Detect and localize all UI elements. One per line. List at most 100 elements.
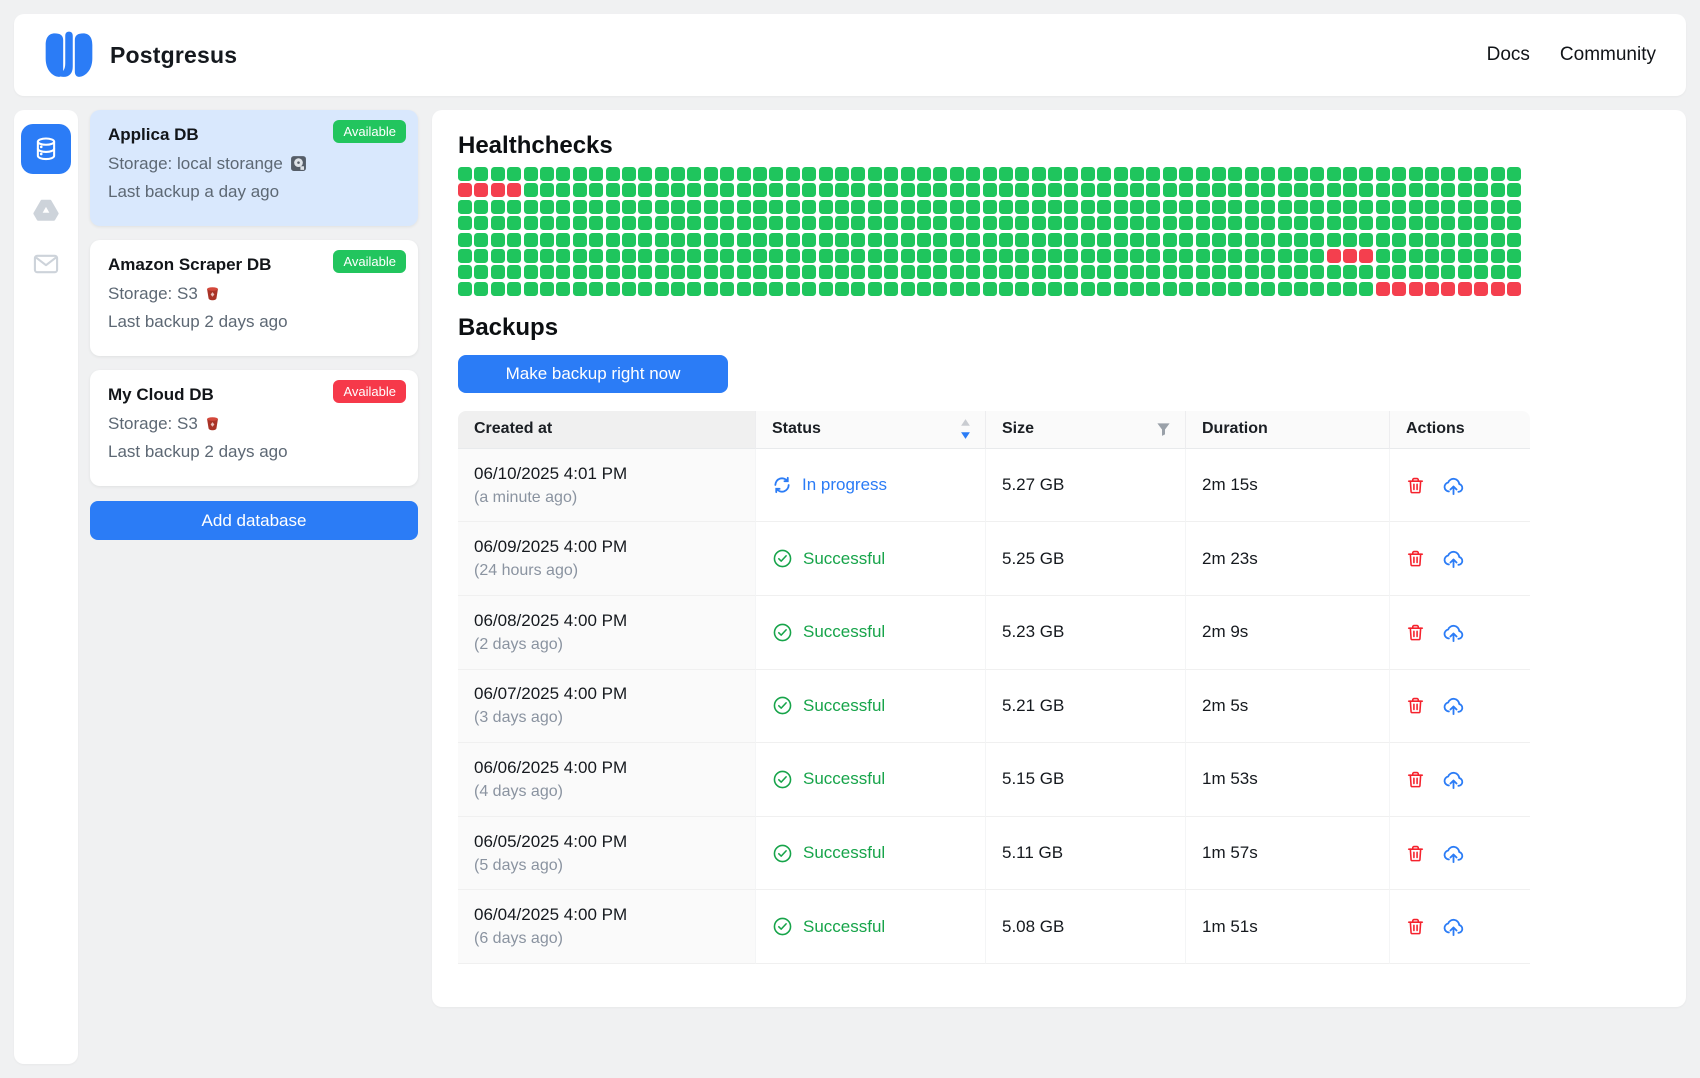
healthcheck-cell-ok bbox=[1375, 183, 1390, 198]
make-backup-button[interactable]: Make backup right now bbox=[458, 354, 728, 393]
add-database-button[interactable]: Add database bbox=[90, 501, 418, 540]
healthcheck-cell-ok bbox=[1244, 199, 1259, 214]
healthcheck-cell-ok bbox=[1113, 199, 1128, 214]
database-card[interactable]: My Cloud DB Available Storage: S3 Last b… bbox=[90, 370, 418, 486]
s3-icon bbox=[205, 415, 220, 432]
healthcheck-cell-ok bbox=[589, 265, 604, 280]
healthcheck-cell-ok bbox=[703, 248, 718, 263]
healthcheck-cell-ok bbox=[769, 216, 784, 231]
healthcheck-cell-ok bbox=[589, 183, 604, 198]
healthcheck-cell-fail bbox=[1490, 281, 1505, 296]
healthcheck-cell-ok bbox=[1310, 216, 1325, 231]
healthcheck-cell-ok bbox=[539, 183, 554, 198]
nav-docs[interactable]: Docs bbox=[1486, 44, 1530, 65]
healthcheck-cell-ok bbox=[1507, 248, 1521, 263]
delete-backup-button[interactable] bbox=[1406, 622, 1425, 643]
healthcheck-cell-ok bbox=[539, 248, 554, 263]
rail-notifications-button[interactable] bbox=[32, 250, 60, 278]
healthcheck-cell-ok bbox=[834, 167, 849, 181]
healthcheck-cell-ok bbox=[1048, 167, 1063, 181]
cell-size: 5.11 GB bbox=[986, 816, 1186, 891]
healthcheck-cell-ok bbox=[867, 232, 882, 247]
upload-backup-button[interactable] bbox=[1442, 842, 1465, 865]
healthcheck-cell-ok bbox=[1162, 281, 1177, 296]
healthcheck-cell-ok bbox=[736, 167, 751, 181]
upload-backup-button[interactable] bbox=[1442, 547, 1465, 570]
healthcheck-cell-fail bbox=[1425, 281, 1440, 296]
healthcheck-cell-ok bbox=[703, 167, 718, 181]
healthcheck-cell-ok bbox=[1441, 265, 1456, 280]
healthcheck-cell-ok bbox=[1293, 216, 1308, 231]
rail-databases-button[interactable] bbox=[21, 124, 71, 174]
healthcheck-cell-ok bbox=[1425, 167, 1440, 181]
healthcheck-cell-ok bbox=[1474, 199, 1489, 214]
delete-backup-button[interactable] bbox=[1406, 843, 1425, 864]
healthcheck-cell-ok bbox=[703, 183, 718, 198]
upload-backup-button[interactable] bbox=[1442, 915, 1465, 938]
upload-backup-button[interactable] bbox=[1442, 621, 1465, 644]
cell-status: Successful bbox=[756, 669, 986, 744]
healthcheck-cell-ok bbox=[490, 216, 505, 231]
healthcheck-cell-ok bbox=[884, 183, 899, 198]
upload-backup-button[interactable] bbox=[1442, 474, 1465, 497]
healthcheck-cell-ok bbox=[458, 248, 472, 263]
delete-backup-button[interactable] bbox=[1406, 548, 1425, 569]
healthcheck-cell-ok bbox=[556, 216, 571, 231]
healthcheck-cell-ok bbox=[900, 232, 915, 247]
cell-created-at: 06/04/2025 4:00 PM (6 days ago) bbox=[458, 890, 756, 964]
healthcheck-cell-ok bbox=[736, 183, 751, 198]
healthcheck-cell-ok bbox=[1179, 199, 1194, 214]
topbar: Postgresus Docs Community bbox=[14, 14, 1686, 96]
healthcheck-cell-ok bbox=[1064, 232, 1079, 247]
cell-created-at: 06/09/2025 4:00 PM (24 hours ago) bbox=[458, 522, 756, 596]
delete-backup-button[interactable] bbox=[1406, 769, 1425, 790]
healthcheck-cell-ok bbox=[1064, 248, 1079, 263]
column-header-size: Size bbox=[986, 410, 1186, 449]
upload-backup-button[interactable] bbox=[1442, 768, 1465, 791]
healthcheck-cell-ok bbox=[589, 281, 604, 296]
sort-carets-icon[interactable] bbox=[960, 418, 971, 440]
database-card[interactable]: Applica DB Available Storage: local stor… bbox=[90, 110, 418, 226]
healthcheck-cell-ok bbox=[1474, 167, 1489, 181]
healthcheck-cell-ok bbox=[539, 216, 554, 231]
healthcheck-cell-ok bbox=[687, 216, 702, 231]
healthcheck-cell-fail bbox=[507, 183, 522, 198]
cell-duration: 2m 23s bbox=[1186, 522, 1390, 596]
upload-backup-button[interactable] bbox=[1442, 694, 1465, 717]
healthcheck-cell-ok bbox=[1113, 216, 1128, 231]
sync-icon bbox=[772, 475, 792, 495]
healthcheck-cell-ok bbox=[1244, 265, 1259, 280]
healthcheck-cell-ok bbox=[1097, 167, 1112, 181]
delete-backup-button[interactable] bbox=[1406, 475, 1425, 496]
filter-funnel-icon[interactable] bbox=[1156, 422, 1171, 437]
check-circle-icon bbox=[772, 695, 793, 716]
cell-status: In progress bbox=[756, 448, 986, 523]
mail-icon bbox=[32, 250, 60, 278]
healthcheck-cell-ok bbox=[867, 167, 882, 181]
nav-community[interactable]: Community bbox=[1559, 44, 1656, 65]
healthcheck-cell-ok bbox=[1064, 167, 1079, 181]
healthcheck-cell-ok bbox=[851, 281, 866, 296]
healthcheck-cell-ok bbox=[916, 183, 931, 198]
delete-backup-button[interactable] bbox=[1406, 916, 1425, 937]
delete-backup-button[interactable] bbox=[1406, 695, 1425, 716]
rail-storages-button[interactable] bbox=[32, 196, 60, 224]
trash-icon bbox=[1406, 695, 1425, 716]
healthcheck-cell-ok bbox=[572, 232, 587, 247]
healthcheck-cell-ok bbox=[1392, 199, 1407, 214]
healthcheck-cell-ok bbox=[1130, 248, 1145, 263]
healthcheck-cell-ok bbox=[1228, 183, 1243, 198]
healthcheck-cell-ok bbox=[1195, 199, 1210, 214]
healthcheck-cell-ok bbox=[1359, 281, 1374, 296]
healthcheck-cell-ok bbox=[507, 281, 522, 296]
healthcheck-cell-ok bbox=[1490, 167, 1505, 181]
healthcheck-cell-ok bbox=[884, 265, 899, 280]
healthcheck-cell-ok bbox=[621, 248, 636, 263]
healthcheck-cell-ok bbox=[834, 248, 849, 263]
healthcheck-cell-ok bbox=[1343, 281, 1358, 296]
cloud-upload-icon bbox=[1442, 621, 1465, 644]
healthcheck-cell-ok bbox=[654, 183, 669, 198]
cell-duration: 1m 57s bbox=[1186, 816, 1390, 891]
database-card[interactable]: Amazon Scraper DB Available Storage: S3 … bbox=[90, 240, 418, 356]
healthcheck-cell-ok bbox=[753, 248, 768, 263]
